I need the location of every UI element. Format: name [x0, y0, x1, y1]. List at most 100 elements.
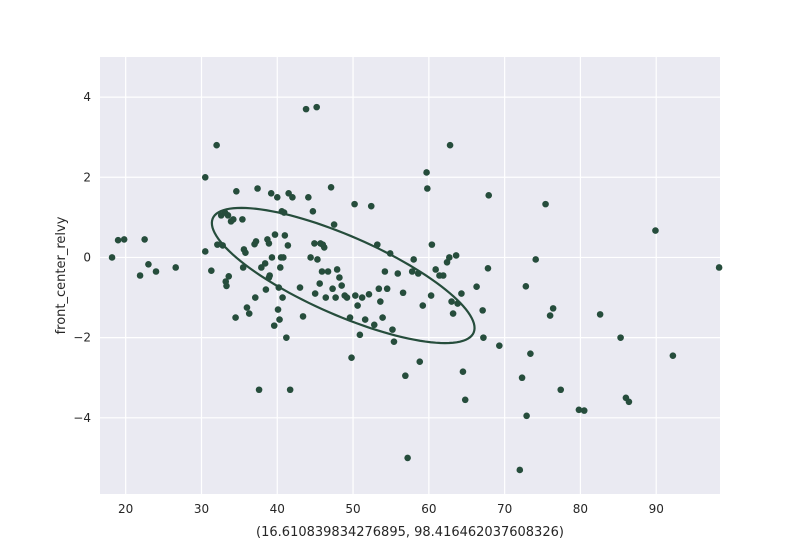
scatter-point [549, 305, 557, 312]
y-tick-label: 2 [83, 170, 91, 184]
scatter-point [523, 412, 530, 420]
scatter-point [522, 283, 530, 290]
scatter-point [276, 264, 284, 271]
scatter-point [432, 266, 439, 273]
scatter-point [542, 200, 549, 208]
x-tick-label: 80 [573, 502, 588, 516]
scatter-point [408, 268, 416, 275]
scatter-point [201, 173, 209, 181]
y-tick-label: 0 [83, 250, 91, 264]
scatter-point [243, 304, 251, 311]
scatter-point [402, 372, 409, 380]
scatter-point [305, 194, 312, 201]
scatter-point [381, 268, 389, 275]
scatter-point [324, 268, 332, 275]
scatter-point [516, 466, 524, 474]
x-axis-label: (16.610839834276895, 98.416462037608326) [256, 525, 564, 540]
scatter-point [419, 302, 427, 309]
scatter-point [338, 282, 345, 289]
scatter-point [410, 256, 417, 263]
scatter-point [336, 274, 343, 281]
scatter-point [375, 285, 383, 293]
scatter-point [136, 272, 144, 279]
scatter-point [314, 256, 321, 263]
scatter-point [214, 241, 221, 248]
scatter-point [311, 240, 318, 247]
scatter-point [233, 188, 240, 195]
scatter-point [404, 454, 411, 462]
scatter-point [379, 314, 386, 321]
scatter-point [284, 242, 292, 249]
scatter-point [485, 192, 493, 199]
scatter-point [518, 374, 526, 382]
scatter-point [480, 334, 487, 341]
scatter-point [313, 103, 320, 111]
scatter-point [461, 396, 469, 404]
scatter-point [361, 316, 369, 323]
scatter-point [446, 141, 454, 149]
scatter-point [557, 386, 565, 394]
scatter-point [254, 185, 261, 192]
scatter-point [532, 256, 540, 263]
scatter-point [245, 310, 253, 317]
scatter-point [262, 286, 270, 293]
scatter-point [223, 282, 230, 290]
scatter-point [318, 268, 326, 275]
scatter-point [459, 368, 467, 376]
scatter-point [239, 216, 246, 223]
scatter-point [439, 272, 447, 279]
scatter-point [479, 307, 486, 314]
scatter-point [416, 358, 424, 365]
scatter-point [152, 268, 160, 275]
scatter-point [274, 306, 282, 313]
scatter-point [389, 326, 396, 333]
scatter-point [351, 200, 358, 208]
scatter-point [230, 216, 237, 223]
scatter-point [424, 185, 431, 192]
scatter-point [652, 227, 659, 234]
scatter-point [225, 273, 233, 280]
scatter-point [423, 169, 430, 176]
scatter-point [625, 398, 633, 406]
scatter-point [252, 238, 260, 245]
scatter-point [383, 285, 391, 293]
x-tick-label: 50 [345, 502, 360, 516]
x-tick-label: 20 [118, 502, 133, 516]
plot-area [100, 57, 720, 494]
scatter-point [715, 264, 723, 271]
scatter-point [213, 141, 220, 149]
scatter-point [108, 254, 116, 261]
scatter-point [224, 212, 232, 219]
scatter-point [370, 321, 378, 329]
scatter-point [271, 231, 279, 238]
scatter-point [268, 254, 276, 261]
scatter-point [299, 313, 307, 320]
scatter-point [527, 350, 534, 357]
scatter-point [261, 260, 269, 267]
scatter-point [172, 264, 180, 271]
scatter-point [120, 236, 128, 243]
scatter-point [311, 290, 319, 297]
scatter-point [307, 254, 314, 261]
scatter-point [546, 312, 554, 319]
scatter-point [332, 294, 339, 301]
scatter-point [580, 407, 588, 414]
confidence-ellipse [210, 206, 476, 345]
scatter-point [279, 294, 286, 301]
scatter-point [329, 285, 336, 293]
y-tick-label: 4 [83, 90, 91, 104]
scatter-point [473, 283, 480, 291]
scatter-point [354, 302, 361, 309]
y-axis-label: front_center_relvy [54, 216, 69, 334]
x-tick-label: 90 [649, 502, 664, 516]
scatter-point [343, 294, 351, 301]
scatter-point [283, 334, 290, 341]
scatter-point [348, 354, 355, 361]
scatter-point [452, 252, 460, 259]
scatter-point [377, 298, 384, 305]
scatter-point [239, 264, 247, 271]
scatter-point [358, 294, 366, 301]
scatter-point [232, 314, 239, 321]
scatter-point [267, 190, 275, 197]
scatter-point [322, 294, 330, 301]
